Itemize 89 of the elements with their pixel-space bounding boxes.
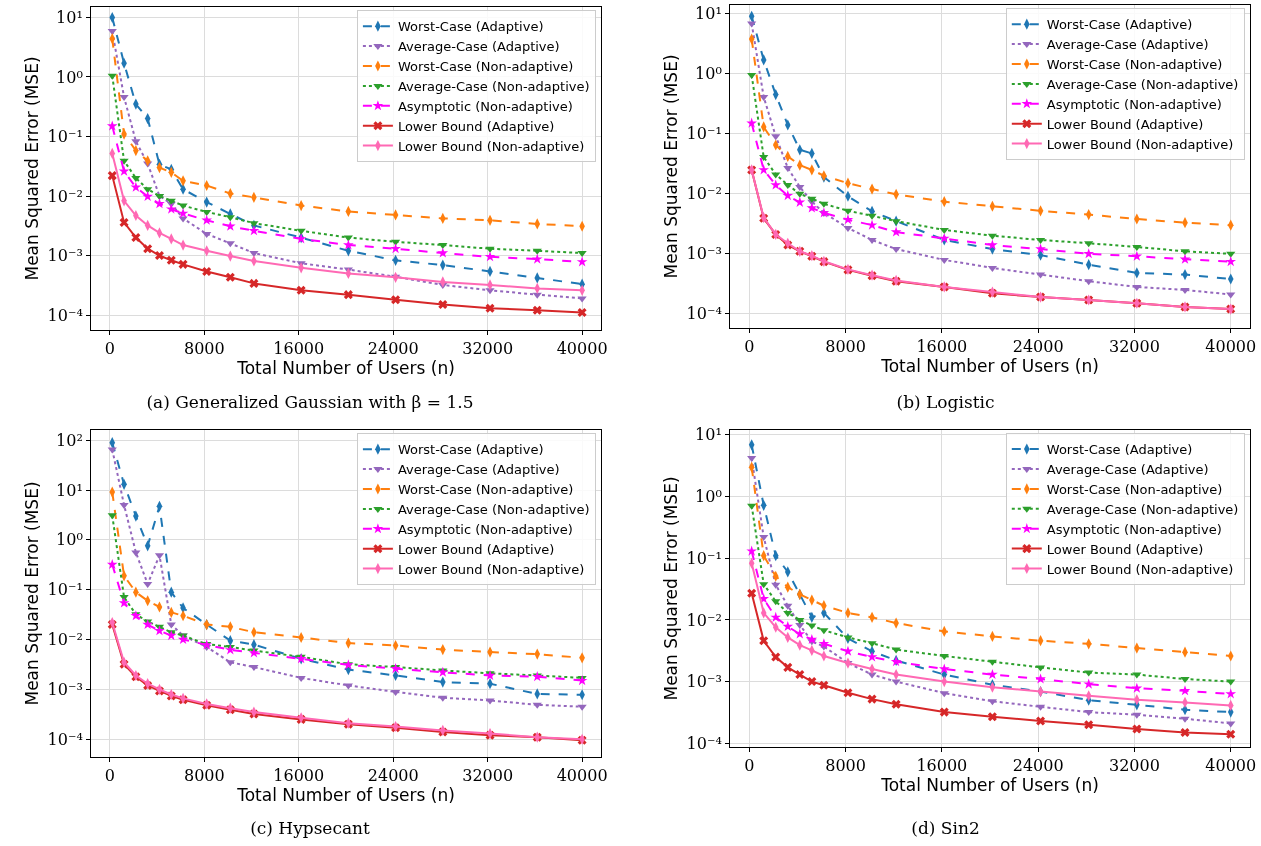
- y-tick-label: 10¹: [56, 8, 83, 28]
- legend-label: Worst-Case (Adaptive): [397, 19, 544, 35]
- x-tick-label: 32000: [462, 339, 514, 359]
- x-axis-title: Total Number of Users (n): [236, 358, 455, 379]
- y-tick-label: 10⁻³: [686, 244, 722, 264]
- text: (d) Sin2: [910, 818, 981, 838]
- y-tick-label: 10⁻¹: [686, 548, 722, 568]
- y-tick-label: 10⁰: [56, 67, 83, 87]
- x-axis-title: Total Number of Users (n): [236, 785, 455, 806]
- legend-label: Lower Bound (Adaptive): [397, 118, 555, 134]
- legend-label: Worst-Case (Non-adaptive): [1046, 57, 1223, 73]
- legend-label: Lower Bound (Adaptive): [1046, 116, 1204, 132]
- x-tick-label: 40000: [1205, 337, 1257, 357]
- legend-label: Lower Bound (Adaptive): [397, 541, 555, 557]
- x-tick-label: 0: [744, 756, 755, 776]
- legend-label: Lower Bound (Non-adaptive): [1046, 136, 1234, 152]
- legend-label: Asymptotic (Non-adaptive): [1046, 521, 1222, 537]
- x-tick-label: 8000: [183, 339, 225, 359]
- x-tick-label: 16000: [916, 337, 968, 357]
- text: (a) Generalized Gaussian with β = 1.5: [145, 392, 475, 412]
- x-tick-label: 8000: [825, 337, 866, 357]
- y-tick-label: 10⁻²: [47, 630, 83, 650]
- x-tick-label: 0: [104, 766, 115, 786]
- y-tick-label: 10⁻⁴: [686, 304, 722, 324]
- x-tick-label: 32000: [462, 766, 514, 786]
- legend-label: Average-Case (Non-adaptive): [1046, 501, 1239, 517]
- legend-label: Average-Case (Non-adaptive): [1046, 76, 1239, 92]
- legend-label: Lower Bound (Non-adaptive): [1046, 561, 1234, 577]
- legend-label: Worst-Case (Adaptive): [1046, 442, 1193, 458]
- y-tick-label: 10⁻³: [47, 246, 83, 266]
- legend-label: Average-Case (Adaptive): [1046, 462, 1209, 478]
- x-tick-label: 32000: [1108, 756, 1160, 776]
- legend-label: Lower Bound (Adaptive): [1046, 541, 1204, 557]
- y-tick-label: 10⁻³: [47, 679, 83, 699]
- y-tick-label: 10⁻³: [686, 672, 722, 692]
- legend-label: Average-Case (Non-adaptive): [397, 78, 590, 94]
- x-axis-title: Total Number of Users (n): [880, 356, 1099, 377]
- y-tick-label: 10²: [56, 430, 83, 450]
- legend-label: Lower Bound (Non-adaptive): [397, 561, 585, 577]
- x-tick-label: 24000: [1012, 756, 1064, 776]
- y-axis-title: Mean Squared Error (MSE): [22, 56, 43, 281]
- x-tick-label: 8000: [183, 766, 225, 786]
- y-tick-label: 10¹: [695, 4, 722, 24]
- y-tick-label: 10⁻¹: [686, 124, 722, 144]
- x-tick-label: 40000: [556, 766, 608, 786]
- legend-label: Average-Case (Adaptive): [397, 462, 560, 478]
- x-tick-label: 8000: [825, 756, 866, 776]
- legend-label: Worst-Case (Adaptive): [1046, 17, 1193, 33]
- y-tick-label: 10⁻²: [686, 184, 722, 204]
- y-tick-label: 10⁰: [56, 530, 83, 550]
- y-axis-title: Mean Squared Error (MSE): [661, 476, 682, 701]
- x-tick-label: 40000: [1205, 756, 1257, 776]
- x-tick-label: 24000: [367, 766, 419, 786]
- y-tick-label: 10⁰: [695, 487, 722, 507]
- legend-label: Lower Bound (Non-adaptive): [397, 138, 585, 154]
- legend-label: Worst-Case (Non-adaptive): [397, 59, 574, 75]
- text: (b) Logistic: [895, 392, 996, 412]
- x-tick-label: 24000: [367, 339, 419, 359]
- y-tick-label: 10⁻¹: [47, 580, 83, 600]
- y-tick-label: 10¹: [56, 480, 83, 500]
- x-tick-label: 16000: [273, 766, 325, 786]
- text: (c) Hypsecant: [249, 818, 371, 838]
- legend-label: Asymptotic (Non-adaptive): [397, 521, 573, 537]
- y-tick-label: 10⁻²: [686, 610, 722, 630]
- x-tick-label: 16000: [273, 339, 325, 359]
- y-tick-label: 10⁻⁴: [686, 733, 722, 753]
- legend-label: Asymptotic (Non-adaptive): [397, 98, 573, 114]
- x-tick-label: 32000: [1108, 337, 1160, 357]
- x-tick-label: 24000: [1012, 337, 1064, 357]
- x-axis-title: Total Number of Users (n): [880, 775, 1099, 796]
- y-tick-label: 10⁻²: [47, 186, 83, 206]
- x-tick-label: 0: [104, 339, 115, 359]
- legend-label: Worst-Case (Non-adaptive): [1046, 481, 1223, 497]
- y-tick-label: 10¹: [695, 425, 722, 445]
- x-tick-label: 40000: [556, 339, 608, 359]
- legend-label: Worst-Case (Non-adaptive): [397, 482, 574, 498]
- y-tick-label: 10⁰: [695, 64, 722, 84]
- x-tick-label: 0: [744, 337, 755, 357]
- y-tick-label: 10⁻⁴: [47, 729, 83, 749]
- legend-label: Average-Case (Non-adaptive): [397, 501, 590, 517]
- x-tick-label: 16000: [916, 756, 968, 776]
- y-tick-label: 10⁻¹: [47, 127, 83, 147]
- y-tick-label: 10⁻⁴: [47, 305, 83, 325]
- legend-label: Asymptotic (Non-adaptive): [1046, 96, 1222, 112]
- legend-label: Average-Case (Adaptive): [1046, 37, 1209, 53]
- y-axis-title: Mean Squared Error (MSE): [22, 481, 43, 706]
- legend-label: Average-Case (Adaptive): [397, 39, 560, 55]
- y-axis-title: Mean Squared Error (MSE): [661, 54, 682, 279]
- legend-label: Worst-Case (Adaptive): [397, 442, 544, 458]
